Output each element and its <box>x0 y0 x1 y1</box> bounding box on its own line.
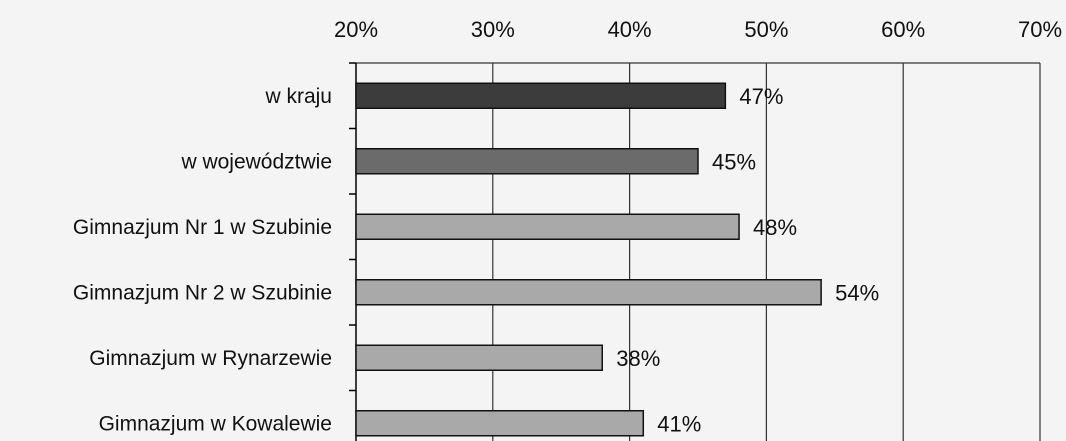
grid-lines <box>356 62 1041 441</box>
x-axis-tick-labels: 20% 30% 40% 50% 60% 70% <box>334 17 1062 42</box>
bar <box>355 279 822 306</box>
category-label: w kraju <box>264 85 332 108</box>
x-tick-label: 20% <box>334 17 378 42</box>
x-tick-label: 40% <box>608 17 652 42</box>
x-tick-label: 60% <box>881 17 925 42</box>
bar <box>355 410 645 437</box>
bar <box>355 82 727 109</box>
data-labels: 47% 45% 48% 54% 38% 41% <box>616 84 879 437</box>
category-labels: w kraju w województwie Gimnazjum Nr 1 w Sz… <box>73 85 332 436</box>
x-tick-label: 30% <box>471 17 515 42</box>
data-label: 48% <box>753 215 797 240</box>
y-axis <box>349 62 357 441</box>
data-label: 45% <box>712 149 756 174</box>
bar <box>355 344 603 371</box>
category-label: Gimnazjum Nr 1 w Szubinie <box>73 216 332 239</box>
x-tick-label: 50% <box>744 17 788 42</box>
category-label: Gimnazjum Nr 2 w Szubinie <box>73 281 332 304</box>
bar <box>355 213 740 240</box>
category-label: Gimnazjum w Rynarzewie <box>89 347 332 370</box>
bar <box>355 148 699 175</box>
data-label: 54% <box>835 280 879 305</box>
data-label: 38% <box>616 346 660 371</box>
bars <box>355 82 822 437</box>
x-tick-label: 70% <box>1018 17 1062 42</box>
category-label: Gimnazjum w Kowalewie <box>99 412 332 435</box>
category-label: w województwie <box>180 150 332 173</box>
data-label: 47% <box>739 84 783 109</box>
data-label: 41% <box>657 411 701 436</box>
